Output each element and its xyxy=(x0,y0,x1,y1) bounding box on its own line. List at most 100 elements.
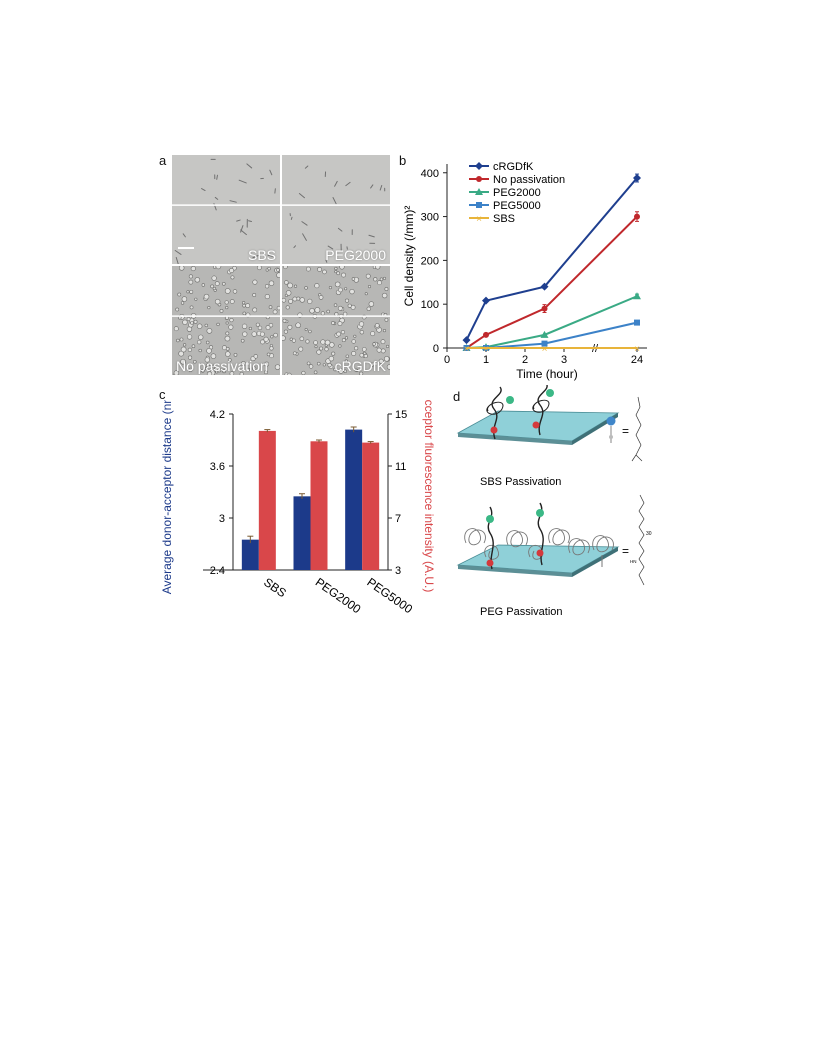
micrograph-grid: SBS PEG2000 No passivation cRGDfK xyxy=(172,155,390,375)
equals-sign: = xyxy=(622,544,629,558)
panel-b-letter: b xyxy=(399,153,407,168)
x-axis-label: Time (hour) xyxy=(516,367,578,381)
x-tick-label: 0 xyxy=(444,354,450,366)
acceptor-dot-icon xyxy=(536,549,544,557)
fret-bar-chart: 2.4 3 3.6 4.2 3 7 11 15 Average donor-acceptor d… xyxy=(160,400,436,617)
series-line xyxy=(466,295,638,349)
passivation-schematic: = SBS Passivation xyxy=(456,385,652,618)
bar-distance xyxy=(241,539,259,570)
y-axis-label: Cell density (/mm)² xyxy=(402,206,416,307)
data-point xyxy=(482,296,490,305)
peg-surface-illustration xyxy=(456,502,620,577)
data-point xyxy=(462,336,471,345)
legend-entry: PEG5000 xyxy=(469,200,541,212)
donor-dot-icon xyxy=(546,389,554,397)
data-point: × xyxy=(542,344,548,355)
left-tick-label: 2.4 xyxy=(210,565,225,577)
x-tick-label: 24 xyxy=(631,354,643,366)
bar-distance xyxy=(345,429,363,570)
donor-dot-icon xyxy=(506,396,514,404)
legend-entry: No passivation xyxy=(469,174,565,186)
micrograph-crgdfk: cRGDfK xyxy=(282,266,390,375)
data-point xyxy=(475,188,483,195)
panel-a-letter: a xyxy=(159,153,167,168)
data-point xyxy=(540,282,549,291)
micrograph-peg2000: PEG2000 xyxy=(282,155,390,264)
y-tick-label: 200 xyxy=(421,255,439,267)
right-tick-label: 11 xyxy=(395,461,406,473)
micrograph-label: No passivation xyxy=(176,358,268,374)
sbs-passivation-label: SBS Passivation xyxy=(480,476,561,488)
micrograph-no-passivation: No passivation xyxy=(172,266,280,375)
right-tick-label: 7 xyxy=(395,513,401,525)
y-tick-label: 300 xyxy=(421,212,439,224)
micrograph-label: SBS xyxy=(247,247,276,263)
data-point xyxy=(476,202,482,208)
bar-distance xyxy=(293,496,311,570)
peg-molecule-key: = 30 HN xyxy=(592,494,652,586)
series-crgdfk xyxy=(462,173,641,345)
series-sbs: × × × × xyxy=(464,344,641,355)
x-tick-label: 1 xyxy=(483,354,489,366)
data-point: × xyxy=(476,214,482,225)
acceptor-dot-icon xyxy=(490,426,498,434)
peg-nh-label: HN xyxy=(630,559,637,564)
left-tick-label: 3 xyxy=(219,513,225,525)
x-tick-label: 3 xyxy=(561,354,567,366)
sbs-molecule-key: = xyxy=(606,396,643,462)
micrograph-label: PEG2000 xyxy=(325,247,386,263)
category-label: PEG2000 xyxy=(313,575,364,617)
data-point xyxy=(633,174,641,183)
panel-d-letter: d xyxy=(453,389,461,404)
x-tick-label: 2 xyxy=(522,354,528,366)
right-tick-label: 3 xyxy=(395,565,401,577)
legend-label: PEG2000 xyxy=(493,187,541,199)
y-tick-label: 0 xyxy=(433,343,439,355)
left-tick-label: 3.6 xyxy=(210,461,225,473)
legend-entry: PEG2000 xyxy=(469,187,541,199)
data-point xyxy=(540,330,549,338)
donor-dot-icon xyxy=(536,509,544,517)
left-axis-label: Average donor-acceptor distance (nm) xyxy=(160,400,174,594)
data-point: × xyxy=(483,344,489,355)
data-point xyxy=(633,292,641,300)
panel-c-letter: c xyxy=(159,387,166,402)
bar-intensity xyxy=(310,441,328,570)
sbs-surface-illustration xyxy=(456,385,620,445)
series-line xyxy=(465,215,638,349)
right-axis-label: Acceptor fluorescence intensity (A.U.) xyxy=(422,400,436,592)
series-line xyxy=(466,321,638,349)
series-line xyxy=(465,177,638,341)
left-tick-label: 4.2 xyxy=(210,409,225,421)
donor-dot-icon xyxy=(486,515,494,523)
acceptor-dot-icon xyxy=(486,559,494,567)
data-point: × xyxy=(464,344,470,355)
y-tick-label: 400 xyxy=(421,168,439,180)
legend-label: No passivation xyxy=(493,174,565,186)
data-point xyxy=(541,340,548,347)
data-point xyxy=(541,305,548,312)
peg-passivation-label: PEG Passivation xyxy=(480,606,563,618)
legend-entry: × SBS xyxy=(469,213,515,225)
micrograph-sbs: SBS xyxy=(172,155,280,264)
micrograph-label: cRGDfK xyxy=(334,358,386,374)
data-point xyxy=(476,176,482,182)
right-tick-label: 15 xyxy=(395,409,407,421)
data-point: × xyxy=(634,344,640,355)
legend-label: cRGDfK xyxy=(493,161,534,173)
acceptor-dot-icon xyxy=(532,421,540,429)
legend-entry: cRGDfK xyxy=(469,161,534,173)
data-point xyxy=(475,162,483,170)
equals-sign: = xyxy=(622,424,629,438)
legend-label: SBS xyxy=(493,213,515,225)
series-no-passivation xyxy=(463,211,640,351)
data-point xyxy=(483,331,489,338)
data-point xyxy=(634,319,640,326)
y-tick-label: 100 xyxy=(421,299,439,311)
legend-label: PEG5000 xyxy=(493,200,541,212)
category-label: SBS xyxy=(261,575,289,600)
peg-repeat-subscript: 30 xyxy=(646,531,652,537)
category-label: PEG5000 xyxy=(364,575,415,617)
bar-intensity xyxy=(362,442,380,570)
